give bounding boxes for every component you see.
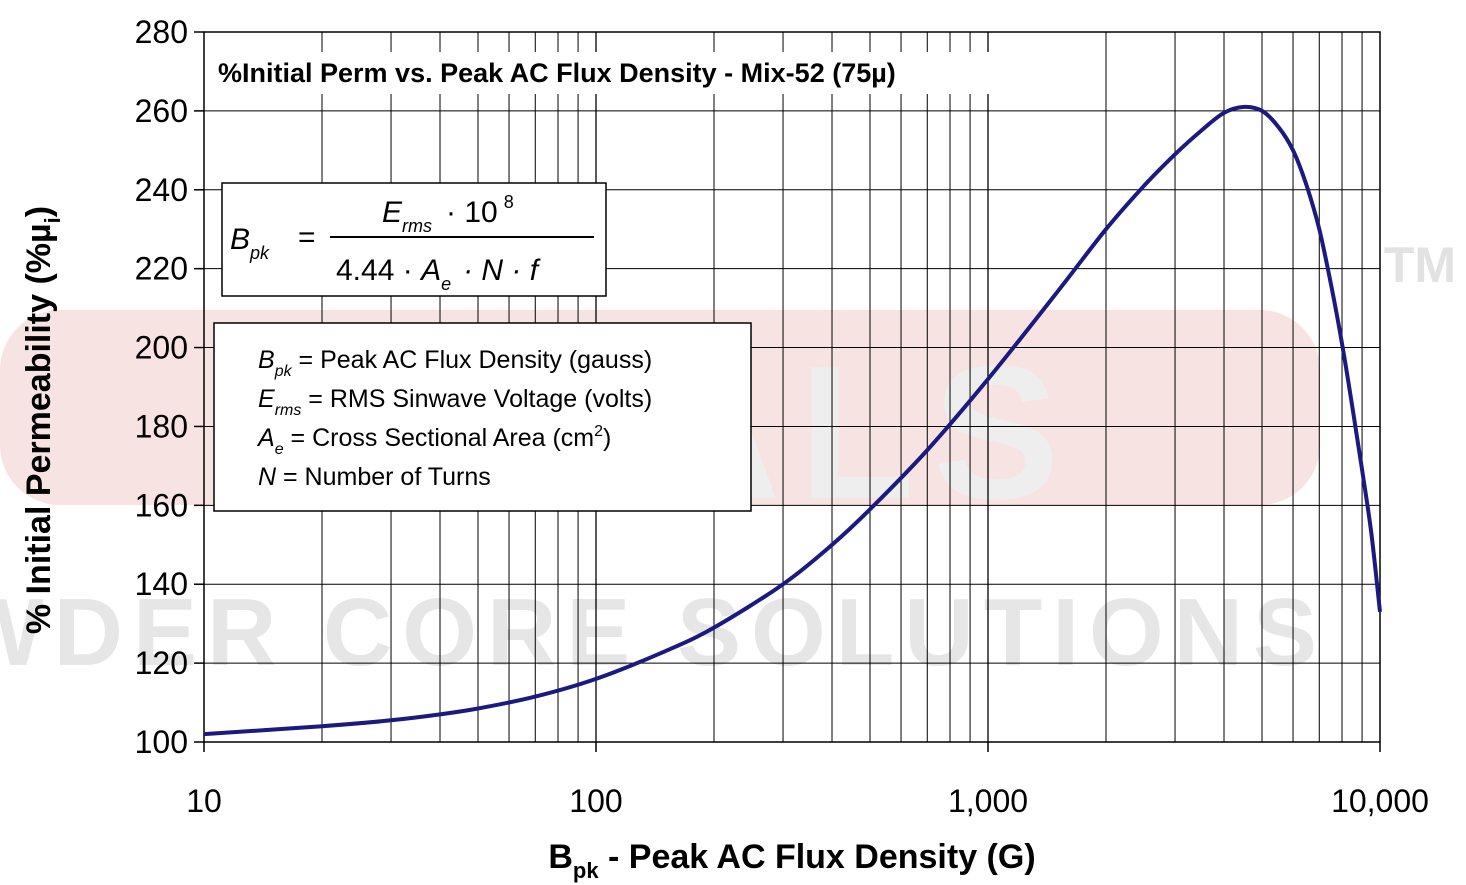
formula-numerator: Erms · 10 8	[382, 192, 514, 236]
formula-lhs-sub: pk	[249, 243, 270, 263]
formula-denominator: 4.44 · Ae · N · f	[336, 254, 541, 294]
y-tick-label: 160	[135, 487, 188, 523]
y-tick-label: 120	[135, 645, 188, 681]
variable-legend-line: Bpk = Peak AC Flux Density (gauss)	[258, 346, 652, 380]
y-tick-label: 180	[135, 408, 188, 444]
chart-title: %Initial Perm vs. Peak AC Flux Density -…	[218, 58, 896, 88]
x-axis-title: Bpk - Peak AC Flux Density (G)	[548, 838, 1035, 883]
formula-box-border	[221, 182, 607, 297]
y-axis-ticks: 100 120 140 160 180 200 220 240 260 280	[135, 14, 204, 760]
plot-area-border	[203, 31, 1381, 743]
x-tick-label: 10,000	[1331, 783, 1429, 819]
y-tick-label: 260	[135, 93, 188, 129]
formula-equals: =	[298, 221, 316, 254]
x-tick-label: 100	[569, 783, 622, 819]
x-tick-label: 1,000	[948, 783, 1028, 819]
variable-legend-line: N = Number of Turns	[258, 463, 491, 491]
y-tick-label: 100	[135, 724, 188, 760]
chart-title-bg	[212, 52, 1052, 94]
variable-legend: Bpk = Peak AC Flux Density (gauss) Erms =…	[213, 322, 752, 512]
watermark-tm: TM	[1384, 237, 1456, 293]
x-tick-label: 10	[186, 783, 222, 819]
variable-legend-line: Erms = RMS Sinwave Voltage (volts)	[258, 385, 652, 419]
y-tick-label: 220	[135, 251, 188, 287]
y-tick-label: 280	[135, 14, 188, 50]
variable-legend-border	[213, 322, 752, 512]
series-line	[203, 104, 1382, 737]
formula-lhs: Bpk	[230, 223, 270, 263]
watermark-tagline: WDER CORE SOLUTIONS	[0, 579, 1327, 686]
y-tick-label: 140	[135, 566, 188, 602]
y-axis-title: % Initial Permeability (%µi)	[20, 206, 65, 634]
y-tick-label: 200	[135, 330, 188, 366]
formula-box: Bpk = Erms · 10 8 4.44 · Ae · N · f	[221, 182, 607, 297]
variable-legend-line: Ae = Cross Sectional Area (cm2)	[256, 423, 611, 458]
variable-legend-lines: Bpk = Peak AC Flux Density (gauss) Erms =…	[256, 346, 652, 491]
y-tick-label: 240	[135, 172, 188, 208]
x-axis-ticks: 10 100 1,000 10,000	[186, 742, 1429, 819]
